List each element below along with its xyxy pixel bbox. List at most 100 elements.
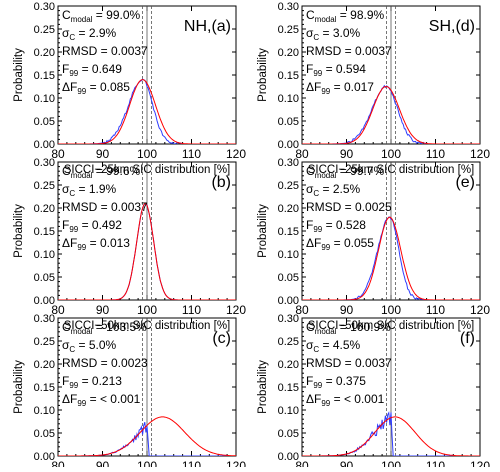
y-tick-label: 0.25	[278, 24, 299, 36]
x-tick-label: 120	[470, 147, 490, 161]
x-tick-label: 110	[182, 459, 201, 467]
y-tick-label: 0.15	[278, 226, 299, 238]
y-tick-label: 0.15	[34, 382, 55, 394]
stat-c-modal: Cmodal = 103.5%	[62, 320, 147, 336]
y-tick-label: 0.00	[34, 295, 55, 307]
y-tick-label: 0.25	[34, 180, 55, 192]
y-axis-label: Probability	[13, 48, 25, 102]
series-fit-line	[302, 85, 480, 144]
curves	[302, 216, 480, 300]
stat-rmsd: RMSD = 0.0037	[306, 356, 392, 370]
y-tick-label: 0.05	[34, 428, 55, 440]
stat-f99: F99 = 0.594	[306, 62, 366, 78]
series-fit-line	[302, 416, 480, 456]
x-tick-label: 120	[226, 303, 246, 317]
y-tick-label: 0.15	[34, 70, 55, 82]
y-tick-label: 0.10	[278, 249, 299, 261]
stat-sigma-c: σC = 1.9%	[62, 182, 117, 198]
stat-df99: ΔF99 = < 0.001	[306, 392, 385, 408]
x-tick-label: 80	[51, 459, 65, 467]
stat-f99: F99 = 0.375	[306, 374, 366, 390]
x-tick-label: 90	[340, 459, 354, 467]
y-tick-label: 0.05	[278, 428, 299, 440]
stat-df99: ΔF99 = 0.013	[62, 236, 130, 252]
curves	[302, 411, 480, 456]
y-tick-label: 0.15	[34, 226, 55, 238]
stat-rmsd: RMSD = 0.0037	[62, 200, 148, 214]
y-tick-label: 0.00	[278, 295, 299, 307]
panel-label: (f)	[460, 330, 475, 347]
y-axis-label: Probability	[257, 48, 269, 102]
x-tick-label: 120	[226, 459, 246, 467]
x-tick-label: 100	[381, 303, 401, 317]
x-tick-label: 120	[226, 147, 246, 161]
stat-df99: ΔF99 = 0.017	[306, 80, 374, 96]
x-tick-label: 100	[137, 459, 157, 467]
stat-sigma-c: σC = 2.9%	[62, 26, 117, 42]
y-tick-label: 0.20	[34, 359, 55, 371]
series-fit-line	[58, 79, 236, 144]
stat-rmsd: RMSD = 0.0037	[306, 44, 392, 58]
x-tick-label: 100	[137, 303, 157, 317]
y-axis-label: Probability	[257, 360, 269, 414]
x-tick-label: 100	[381, 147, 401, 161]
y-tick-label: 0.30	[34, 157, 55, 169]
y-tick-label: 0.05	[278, 116, 299, 128]
panel-label: (b)	[211, 174, 231, 191]
stat-c-modal: Cmodal = 98.9%	[306, 8, 385, 24]
y-tick-label: 0.20	[278, 47, 299, 59]
y-tick-label: 0.00	[34, 451, 55, 463]
y-tick-label: 0.30	[34, 313, 55, 325]
stat-df99: ΔF99 = 0.085	[62, 80, 130, 96]
stat-df99: ΔF99 = 0.055	[306, 236, 374, 252]
x-tick-label: 90	[96, 459, 110, 467]
y-tick-label: 0.10	[34, 93, 55, 105]
stat-rmsd: RMSD = 0.0037	[62, 44, 148, 58]
x-tick-label: 90	[96, 303, 110, 317]
y-tick-label: 0.10	[34, 405, 55, 417]
x-tick-label: 100	[137, 147, 157, 161]
y-tick-label: 0.10	[278, 93, 299, 105]
curves	[58, 78, 236, 144]
y-tick-label: 0.20	[278, 359, 299, 371]
y-tick-label: 0.20	[34, 203, 55, 215]
stat-c-modal: Cmodal = 99.7%	[306, 164, 385, 180]
curves	[302, 84, 480, 144]
stat-f99: F99 = 0.649	[62, 62, 122, 78]
stat-sigma-c: σC = 5.0%	[62, 338, 117, 354]
y-tick-label: 0.05	[278, 272, 299, 284]
x-tick-label: 90	[340, 147, 354, 161]
stat-f99: F99 = 0.528	[306, 218, 366, 234]
chart-panel: 0.00 0.05 0.10 0.15 0.20 0.25 0.30 80 90 100 110 12…	[13, 313, 246, 472]
x-tick-label: 80	[51, 303, 65, 317]
y-tick-label: 0.05	[34, 116, 55, 128]
stat-c-modal: Cmodal = 100.9%	[306, 320, 391, 336]
stat-df99: ΔF99 = < 0.001	[62, 392, 141, 408]
stat-c-modal: Cmodal = 99.0%	[62, 8, 141, 24]
y-axis-label: Probability	[257, 204, 269, 258]
x-tick-label: 110	[426, 147, 445, 161]
stat-c-modal: Cmodal = 99.6%	[62, 164, 141, 180]
x-tick-label: 120	[470, 303, 490, 317]
stat-f99: F99 = 0.492	[62, 218, 122, 234]
series-data-line	[302, 216, 480, 300]
x-tick-label: 90	[96, 147, 110, 161]
x-tick-label: 80	[51, 147, 65, 161]
curves	[58, 202, 236, 300]
series-fit-line	[58, 202, 236, 300]
series-fit-line	[58, 416, 236, 456]
y-tick-label: 0.25	[34, 336, 55, 348]
stat-sigma-c: σC = 2.5%	[306, 182, 361, 198]
y-tick-label: 0.20	[278, 203, 299, 215]
x-tick-label: 80	[295, 147, 309, 161]
y-tick-label: 0.00	[278, 451, 299, 463]
x-tick-label: 120	[470, 459, 490, 467]
panel-label: NH,(a)	[184, 18, 231, 35]
